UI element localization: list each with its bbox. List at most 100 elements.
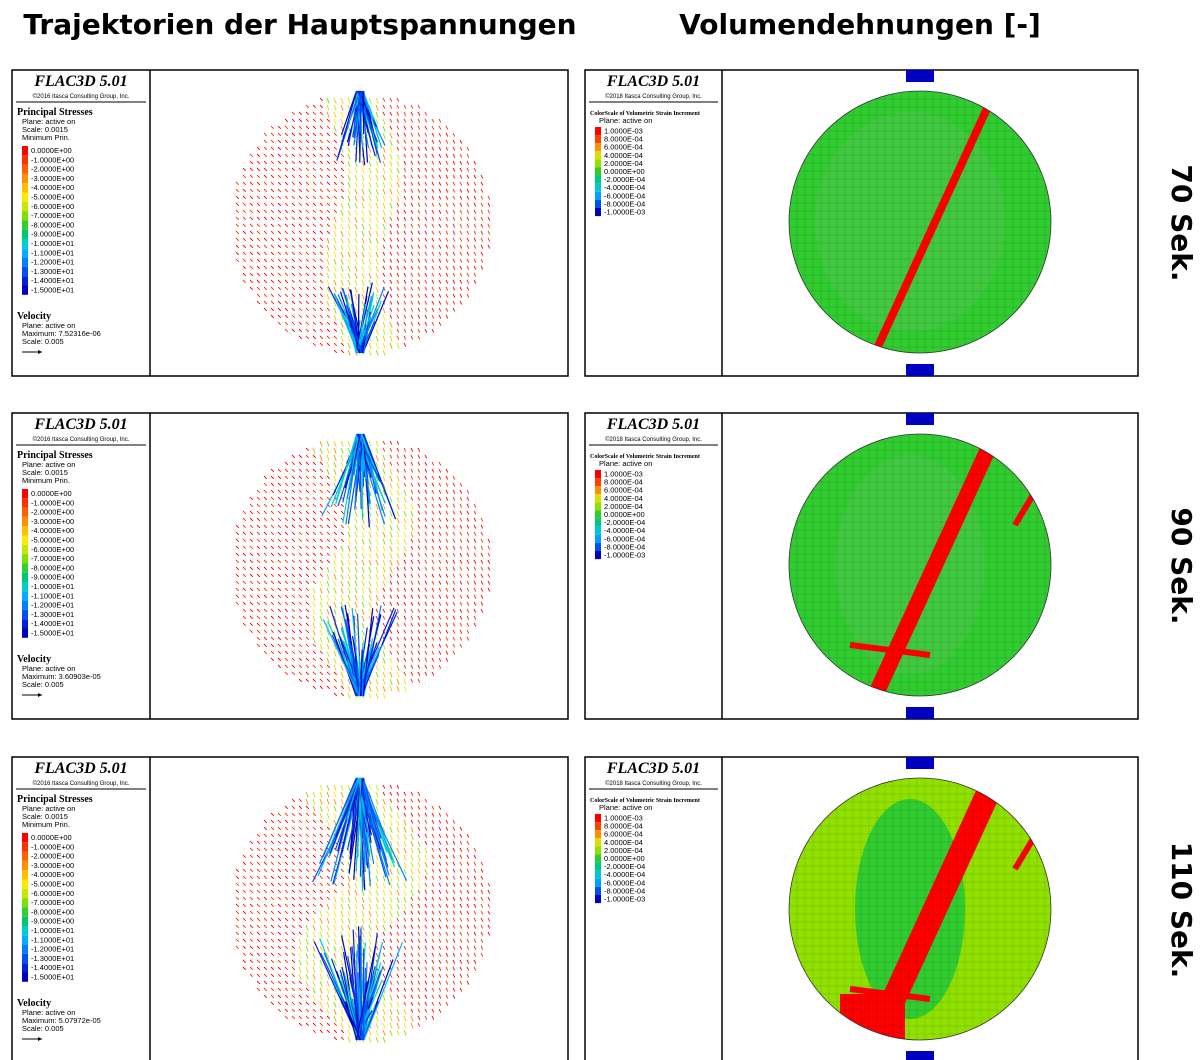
stress-trajectory [277,847,282,852]
loading-plate [906,1051,934,1060]
stress-trajectory [459,237,463,242]
stress-trajectory [375,244,379,251]
stress-trajectory [445,622,449,627]
stress-trajectory [445,973,449,978]
stress-trajectory [403,945,407,950]
stress-trajectory [256,300,261,305]
stress-trajectory [452,917,456,922]
legend-swatch [22,516,28,527]
stress-trajectory [312,230,317,235]
legend-swatch [595,135,601,144]
legend-swatch [595,143,601,152]
stress-trajectory [382,615,386,620]
stress-trajectory [326,153,331,158]
stress-trajectory [459,587,463,592]
stress-trajectory [361,538,365,545]
stress-trajectory [466,615,470,620]
stress-trajectory [417,545,421,550]
stress-trajectory [305,1008,310,1013]
stress-trajectory [396,244,400,249]
stress-trajectory [445,125,449,130]
stress-trajectory [319,230,324,235]
stress-trajectory [424,496,428,501]
stress-trajectory [256,489,261,494]
stress-trajectory [396,987,400,992]
stress-trajectory [333,959,337,966]
stress-trajectory [277,615,282,620]
stress-trajectory [375,328,379,335]
stress-trajectory [438,503,442,508]
stress-trajectory [459,594,463,599]
stress-trajectory [466,566,470,571]
stress-trajectory [249,209,254,214]
stress-trajectory [312,657,317,662]
stress-trajectory [396,342,400,349]
stress-trajectory [354,265,358,272]
stress-trajectory [431,854,435,859]
stress-trajectory [382,573,386,580]
stress-trajectory [445,966,449,971]
stress-trajectory [340,1015,344,1022]
stress-trajectory [291,314,296,319]
stress-trajectory [270,819,275,824]
stress-trajectory [291,861,296,866]
stress-trajectory [291,461,296,466]
stress-trajectory [403,545,407,552]
legend-swatch [22,535,28,545]
stress-trajectory [382,784,386,789]
legend-label: 0.0000E+00 [604,854,645,863]
legend-title: ColorScale of Volumetric Strain Incremen… [590,798,700,804]
stress-trajectory [340,671,344,678]
stress-trajectory [438,195,442,200]
stress-trajectory [410,335,414,340]
stress-trajectory [445,538,449,543]
stress-trajectory [452,861,456,866]
stress-trajectory [263,580,268,585]
stress-trajectory [284,195,289,200]
stress-trajectory [424,629,428,634]
stress-trajectory [305,931,309,938]
stress-trajectory [452,300,456,305]
stress-trajectory [438,805,442,810]
stress-trajectory [389,125,393,130]
legend-swatch [22,164,28,174]
stress-trajectory [284,328,289,333]
stress-trajectory [431,461,435,466]
stress-trajectory [410,251,414,256]
stress-trajectory [249,587,254,592]
stress-trajectory [438,482,442,487]
stress-trajectory [417,910,421,915]
legend-swatch [22,898,28,908]
stress-trajectory [410,237,414,242]
stress-trajectory [480,896,484,901]
legend-title: Principal Stresses [17,107,93,118]
stress-trajectory [256,167,261,172]
stress-trajectory [431,125,435,130]
stress-trajectory [270,650,275,655]
stress-trajectory [340,195,345,200]
stress-trajectory [452,552,456,557]
stress-trajectory [318,777,358,864]
stress-trajectory [452,146,456,151]
stress-trajectory [235,244,240,249]
stress-trajectory [452,952,456,957]
stress-trajectory [340,272,344,279]
stress-trajectory [473,854,477,859]
stress-trajectory [249,195,254,200]
stress-trajectory [256,195,261,200]
stress-trajectory [333,664,337,671]
stress-trajectory [389,461,393,466]
stress-trajectory [424,223,428,228]
stress-trajectory [368,566,372,573]
stress-trajectory [431,244,435,249]
stress-trajectory [473,272,477,277]
stress-trajectory [424,945,428,950]
stress-trajectory [326,321,331,326]
stress-trajectory [403,994,407,999]
strain-field [789,778,1051,1040]
stress-trajectory [249,160,254,165]
stress-trajectory [431,594,435,599]
stress-trajectory [410,524,414,531]
stress-trajectory [452,931,456,936]
stress-trajectory [417,223,421,228]
